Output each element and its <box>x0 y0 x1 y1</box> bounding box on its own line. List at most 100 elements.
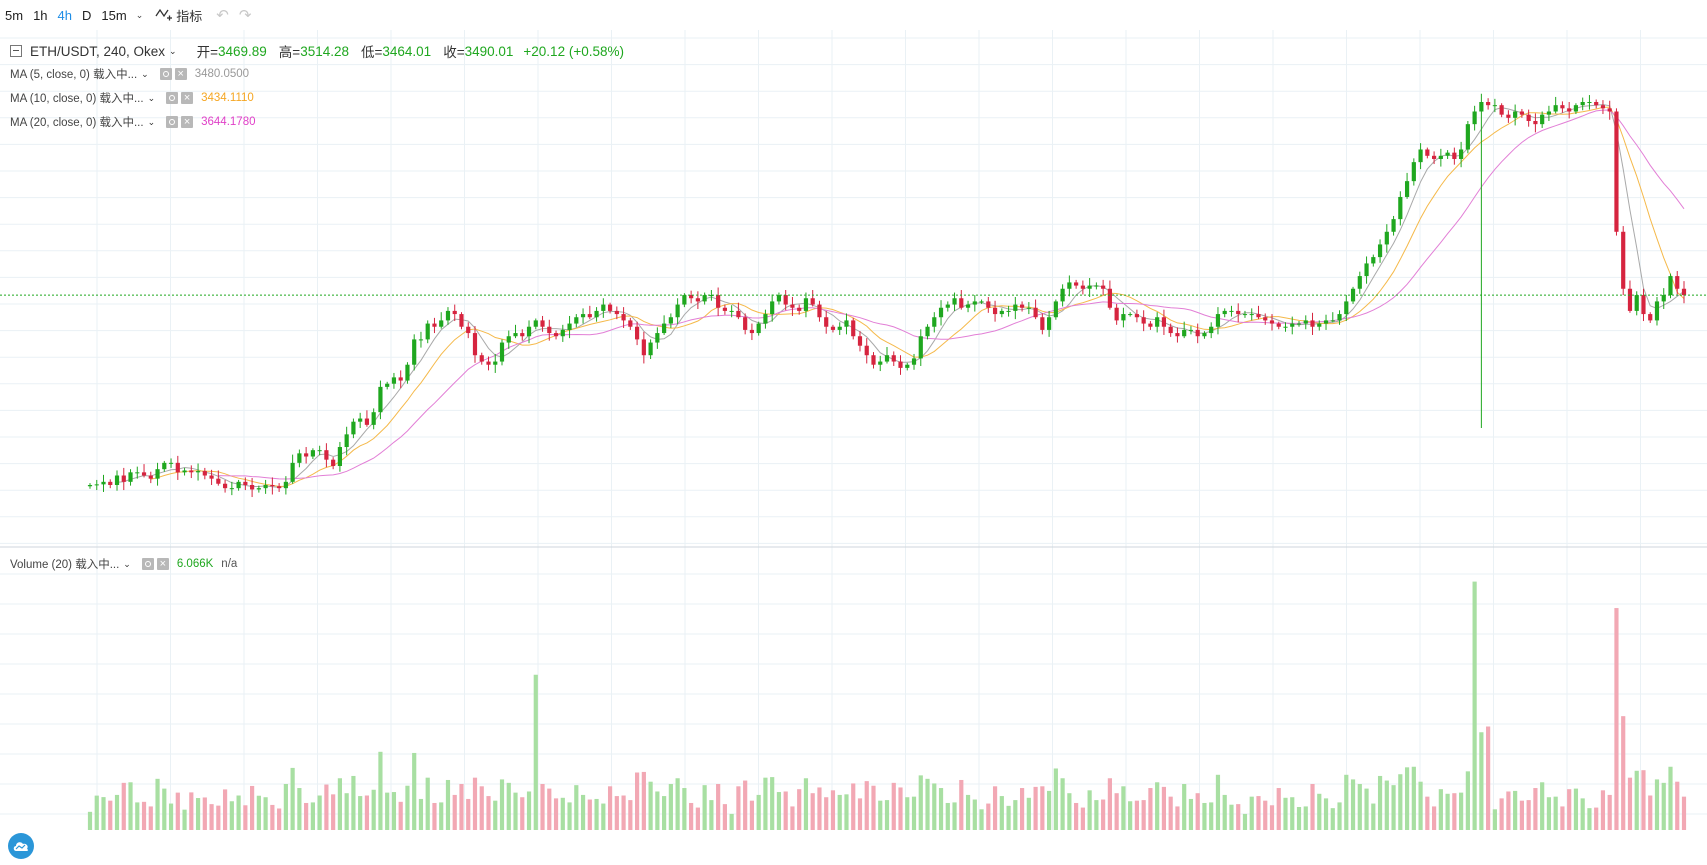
open-label: 开= <box>196 45 218 60</box>
volume-bar <box>891 782 896 830</box>
collapse-icon[interactable] <box>10 45 22 57</box>
candle-body <box>722 307 727 311</box>
volume-bar <box>1323 798 1329 830</box>
undo-icon[interactable]: ↶ <box>216 7 229 24</box>
tradingview-logo-icon[interactable] <box>8 833 34 859</box>
volume-bar <box>824 797 829 830</box>
eye-icon[interactable] <box>166 116 179 128</box>
volume-bar <box>1587 808 1592 830</box>
price-chart[interactable] <box>0 30 1707 865</box>
interval-d[interactable]: D <box>82 7 92 23</box>
volume-bar <box>1411 766 1416 830</box>
chevron-down-icon[interactable]: ⌄ <box>141 68 149 79</box>
candle-body <box>87 485 93 487</box>
volume-bar <box>317 795 322 830</box>
volume-bar <box>1290 797 1295 830</box>
candle-body <box>749 329 755 334</box>
volume-bar <box>310 802 315 830</box>
eye-icon[interactable] <box>166 92 179 104</box>
eye-icon[interactable] <box>159 68 172 80</box>
volume-bar <box>1384 780 1389 830</box>
interval-1h[interactable]: 1h <box>33 7 48 23</box>
chevron-down-icon[interactable]: ⌄ <box>147 92 156 103</box>
volume-bar <box>425 777 430 830</box>
candle-body <box>992 307 998 315</box>
candle-body <box>236 481 241 489</box>
candle-body <box>945 304 950 308</box>
volume-bar <box>628 800 633 830</box>
chevron-down-icon[interactable]: ⌄ <box>147 116 156 127</box>
candle-body <box>770 301 775 315</box>
close-icon[interactable]: × <box>156 558 169 570</box>
volume-bar <box>182 809 187 830</box>
volume-name[interactable]: Volume (20) 载入中... <box>10 559 120 571</box>
volume-bar <box>304 802 309 830</box>
volume-bar <box>594 798 599 830</box>
ma20-name[interactable]: MA (20, close, 0) 载入中... <box>10 117 144 129</box>
volume-bar <box>1431 806 1437 830</box>
symbol-title[interactable]: ETH/USDT, 240, Okex <box>30 43 166 59</box>
volume-bar <box>634 772 640 830</box>
candle-body <box>1290 323 1295 327</box>
chevron-down-icon[interactable]: ⌄ <box>169 45 177 56</box>
volume-bar <box>1506 791 1511 830</box>
candle-body <box>324 450 329 460</box>
volume-bar <box>418 798 424 830</box>
low-value: 3464.01 <box>382 43 432 59</box>
candle-body <box>1371 257 1376 264</box>
volume-bar <box>1269 805 1275 830</box>
volume-bar <box>682 788 687 830</box>
interval-4h[interactable]: 4h <box>57 7 72 23</box>
interval-5m[interactable]: 5m <box>5 7 24 23</box>
candle-body <box>425 323 430 340</box>
volume-bar <box>567 802 572 830</box>
redo-icon[interactable]: ↷ <box>238 7 252 24</box>
candle-body <box>1276 323 1281 327</box>
candle-body <box>493 361 498 365</box>
volume-bar <box>662 796 667 830</box>
close-value: 3490.01 <box>464 43 514 59</box>
candle-body <box>729 310 734 312</box>
close-icon[interactable]: × <box>174 68 187 80</box>
candle-body <box>459 314 464 327</box>
chevron-down-icon[interactable]: ⌄ <box>135 9 144 20</box>
eye-icon[interactable] <box>141 558 154 570</box>
volume-bar <box>641 771 646 830</box>
volume-bar <box>513 792 518 830</box>
candle-body <box>621 314 626 321</box>
candle-body <box>256 488 261 490</box>
candle-body <box>250 485 255 490</box>
volume-bar <box>256 795 261 830</box>
candle-body <box>884 355 890 362</box>
ma10-name[interactable]: MA (10, close, 0) 载入中... <box>10 93 144 105</box>
volume-bar <box>277 808 282 830</box>
candle-body <box>1634 295 1639 311</box>
cloud-icon <box>13 842 29 851</box>
interval-15m[interactable]: 15m <box>101 7 127 23</box>
candle-body <box>783 295 788 305</box>
candle-body <box>1398 196 1403 220</box>
chevron-down-icon[interactable]: ⌄ <box>123 558 131 569</box>
volume-bar <box>472 777 478 830</box>
volume-bar <box>364 795 370 830</box>
candle-body <box>520 333 525 337</box>
volume-bar <box>229 801 234 830</box>
volume-bar <box>162 788 167 830</box>
volume-bar <box>1627 777 1633 830</box>
close-icon[interactable]: × <box>181 92 194 104</box>
volume-bar <box>209 804 214 830</box>
candle-body <box>310 450 315 457</box>
candle-body <box>594 310 599 318</box>
low-label: 低= <box>361 45 383 60</box>
volume-bar <box>810 793 815 830</box>
ma5-name[interactable]: MA (5, close, 0) 载入中... <box>10 69 138 81</box>
volume-bar <box>101 797 106 830</box>
candle-body <box>925 326 930 337</box>
candle-body <box>1519 111 1524 115</box>
indicators-button[interactable]: 指标 <box>149 6 208 25</box>
close-icon[interactable]: × <box>181 116 194 128</box>
volume-bar <box>675 778 680 830</box>
volume-bar <box>108 800 113 830</box>
candle-body <box>817 304 822 318</box>
volume-bar <box>270 804 275 830</box>
